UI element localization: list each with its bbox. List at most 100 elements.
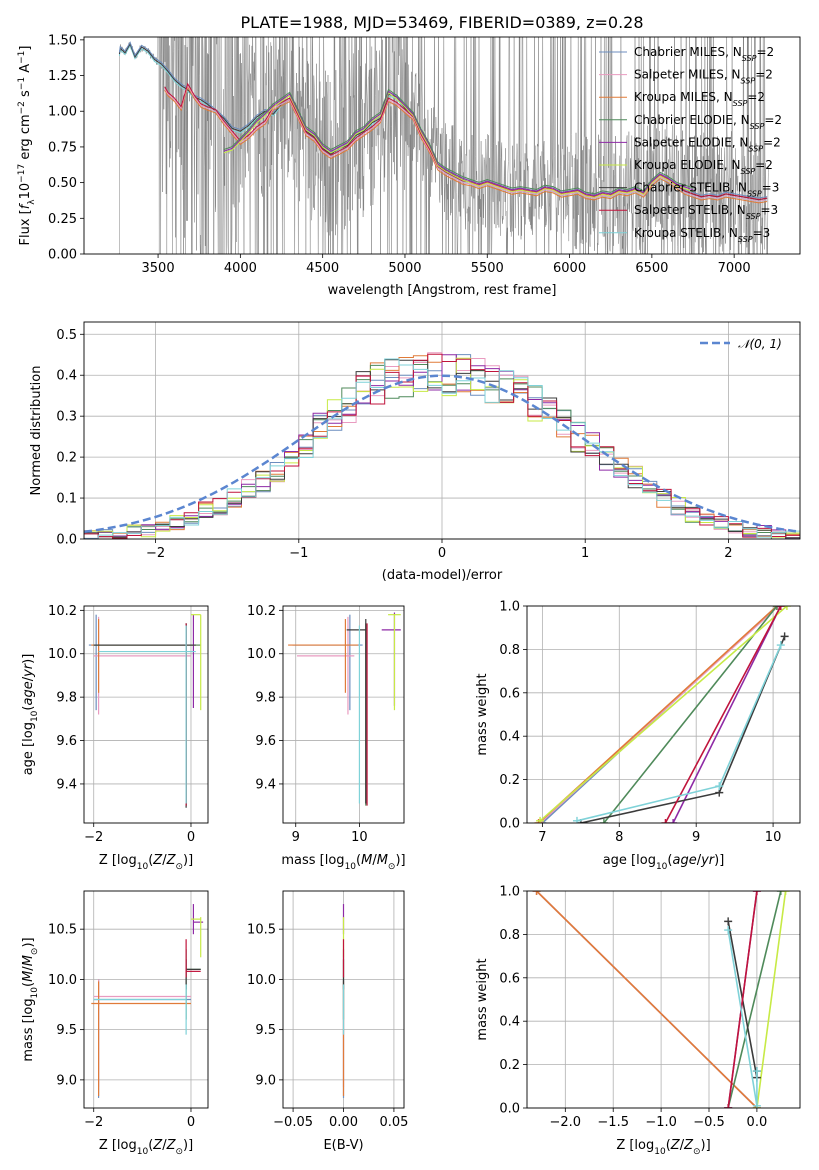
legend: Chabrier MILES, NSSP=2 Salpeter MILES, NS… [599,45,782,243]
legend-entry: Kroupa STELIB, NSSP=3 [634,226,770,244]
y-tick-label: 0.6 [499,971,520,986]
y-tick-label: 10.0 [247,973,276,988]
x-tick-label: −2.0 [550,1115,582,1130]
panel-age-vs-mass: 9 10 9.4 9.6 9.8 10.0 10.2 mass [log10(M/M⊙)] [247,604,406,872]
weight-marker [780,632,789,641]
plot-area [288,612,401,806]
weight-series [727,891,782,1108]
weight-series [727,891,758,1108]
axes-frame [282,605,405,824]
weight-series [536,891,758,1108]
weight-series [664,606,782,823]
x-tick-label: 1 [581,546,589,561]
y-tick-label: 0.5 [56,328,77,343]
legend-entry: Chabrier MILES, NSSP=2 [634,45,774,63]
y-tick-label: 0.50 [48,176,77,191]
x-tick-label: 6500 [635,261,668,276]
y-tick-label: 0.8 [499,928,520,943]
weight-marker [772,606,781,610]
x-tick-label: −0.05 [273,1115,313,1130]
y-tick-label: 0.1 [56,492,77,507]
y-tick-label: 9.0 [255,1073,276,1088]
weight-marker [752,891,761,895]
y-tick-label: 0.4 [499,730,520,745]
legend-entry: Salpeter ELODIE, NSSP=2 [634,135,781,153]
x-axis-label: (data-model)/error [382,568,503,583]
x-tick-label: 5500 [471,261,504,276]
weight-marker [781,891,790,895]
plot-area [84,352,800,539]
panel-weight-vs-age: 7 8 9 10 0.0 0.2 0.4 0.6 0.8 1.0 age [log10(age/yr… [475,600,801,872]
y-tick-label: 1.50 [48,33,77,48]
x-tick-label: 0 [438,546,446,561]
weight-series [539,606,788,822]
x-tick-label: −1.5 [597,1115,629,1130]
panel-mass-vs-Z: −2 0 9.0 9.5 10.0 10.5 Z [log10(Z/Z⊙)] mass [lo… [21,890,209,1157]
x-tick-label: 4000 [224,261,257,276]
plot-area [116,37,769,254]
weight-marker [572,816,581,823]
weight-marker [669,819,678,823]
weight-marker [715,782,724,791]
y-tick-label: 0.4 [56,369,77,384]
weight-marker [776,606,785,610]
x-tick-label: 7 [538,830,546,845]
x-tick-label: 4500 [306,261,339,276]
y-tick-label: 1.0 [499,600,520,615]
x-tick-label: 6000 [553,261,586,276]
legend-entry: 𝒩(0, 1) [738,337,782,351]
weight-marker [782,606,791,610]
x-tick-label: 0.00 [329,1115,358,1130]
axes-frame [282,890,405,1109]
y-tick-label: 0.8 [499,643,520,658]
x-tick-label: 9 [692,830,700,845]
weight-marker [724,1104,733,1108]
weight-series [603,606,778,823]
y-tick-label: 0.75 [48,140,77,155]
plot-area [532,891,790,1108]
y-tick-label: 9.0 [56,1073,77,1088]
legend-entry: Salpeter MILES, NSSP=2 [634,68,773,86]
x-tick-label: 5000 [388,261,421,276]
normal-reference-curve [84,374,800,534]
y-tick-label: 9.8 [56,691,77,706]
axes-frame [83,890,209,1109]
y-tick-label: 1.0 [499,885,520,900]
model-spectrum-miles [164,86,768,204]
axes-frame [526,890,801,1109]
weight-marker [776,891,785,895]
x-tick-label: 10 [765,830,782,845]
histogram-series [84,358,800,539]
weight-series [756,891,787,1108]
axes-frame [83,605,209,824]
y-tick-label: 9.6 [255,734,276,749]
model-spectrum-elodie [223,88,694,195]
y-tick-label: 0.3 [56,410,77,425]
x-axis-label: wavelength [Angstrom, rest frame] [328,283,557,298]
x-axis-label: Z [log10(Z/Z⊙)] [99,1138,193,1157]
y-axis-label: mass weight [475,673,490,755]
observed-spectrum [116,37,769,254]
panel-residuals: −2 −1 0 1 2 0.0 0.1 0.2 0.3 0.4 0.5 𝒩(0, 1) (data-mo… [29,321,801,583]
y-tick-label: 9.5 [56,1023,77,1038]
y-tick-label: 0.2 [499,773,520,788]
y-tick-label: 10.0 [48,973,77,988]
legend-entry: Kroupa MILES, NSSP=2 [634,90,765,108]
y-tick-label: 10.5 [247,923,276,938]
y-tick-label: 0.0 [499,1102,520,1117]
weight-series [576,644,782,822]
y-tick-label: 1.25 [48,69,77,84]
x-tick-label: 0.0 [747,1115,768,1130]
x-tick-label: −1.0 [645,1115,677,1130]
y-tick-label: 9.4 [255,777,276,792]
weight-marker [724,917,733,926]
x-axis-label: Z [log10(Z/Z⊙)] [616,1138,710,1157]
y-tick-label: 0.2 [499,1058,520,1073]
panel-spectrum: 3500 4000 4500 5000 5500 6000 6500 7000 0.00 0.25… [17,13,801,298]
weight-marker [776,641,785,650]
plot-area [534,606,791,823]
weight-series [672,606,782,823]
y-axis-label: Normed distribution [29,366,44,496]
x-axis-label: Z [log10(Z/Z⊙)] [99,853,193,872]
